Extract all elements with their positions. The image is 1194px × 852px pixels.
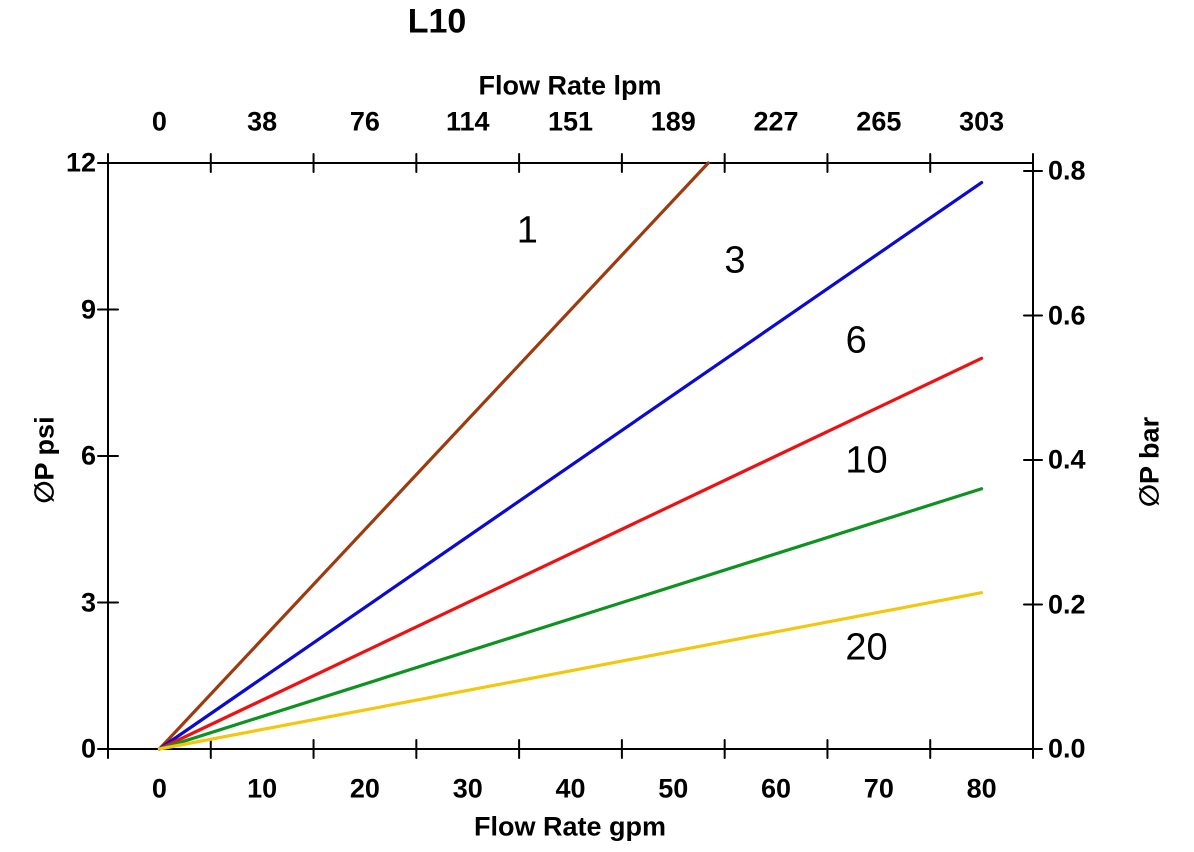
series-line-20 xyxy=(157,591,984,751)
x-tick-label-lpm: 227 xyxy=(753,106,799,137)
x-tick-label-gpm: 0 xyxy=(151,773,167,804)
top-axis-title: Flow Rate lpm xyxy=(478,70,662,101)
y-tick-label-bar: 0.0 xyxy=(1048,733,1086,764)
x-tick-label-lpm: 38 xyxy=(247,106,278,137)
series-line-6 xyxy=(157,356,984,751)
y-tick-label-psi: 0 xyxy=(80,733,96,764)
x-tick-label-lpm: 303 xyxy=(959,106,1005,137)
x-tick-label-gpm: 70 xyxy=(863,773,894,804)
y-tick-label-bar: 0.6 xyxy=(1048,300,1086,330)
x-tick-label-gpm: 20 xyxy=(349,773,380,804)
curve-label-10: 10 xyxy=(845,439,888,482)
series-line-3 xyxy=(157,180,984,751)
right-axis-title: ∅P bar xyxy=(1134,416,1165,508)
y-tick-label-psi: 3 xyxy=(80,587,96,617)
x-tick-label-gpm: 60 xyxy=(761,773,792,804)
axis-box xyxy=(107,162,1034,750)
chart-title: L10 xyxy=(407,2,467,41)
y-tick-label-bar: 0.4 xyxy=(1048,444,1086,475)
bottom-axis-title: Flow Rate gpm xyxy=(473,811,667,842)
series-line-1 xyxy=(157,161,710,751)
x-tick-label-gpm: 80 xyxy=(966,773,997,804)
x-tick-label-lpm: 151 xyxy=(547,106,594,137)
y-tick-label-bar: 0.2 xyxy=(1048,589,1086,619)
curve-label-6: 6 xyxy=(845,319,867,362)
x-tick-label-gpm: 40 xyxy=(555,773,586,804)
y-tick-label-bar: 0.8 xyxy=(1048,155,1086,186)
x-tick-label-gpm: 50 xyxy=(658,773,689,804)
y-tick-label-psi: 9 xyxy=(80,294,96,324)
x-tick-label-lpm: 76 xyxy=(349,106,380,137)
x-tick-label-gpm: 10 xyxy=(247,773,278,804)
x-tick-label-lpm: 114 xyxy=(445,106,490,137)
curve-label-3: 3 xyxy=(724,239,746,282)
x-tick-label-lpm: 0 xyxy=(151,106,167,137)
left-axis-title: ∅P psi xyxy=(29,416,60,504)
curve-label-20: 20 xyxy=(845,626,888,669)
curve-label-1: 1 xyxy=(516,209,538,252)
x-tick-label-lpm: 265 xyxy=(856,106,902,137)
y-tick-label-psi: 12 xyxy=(65,147,96,178)
x-tick-label-lpm: 189 xyxy=(650,106,696,137)
y-tick-label-psi: 6 xyxy=(80,440,96,471)
series-line-10 xyxy=(157,487,984,751)
x-tick-label-gpm: 30 xyxy=(452,773,483,804)
